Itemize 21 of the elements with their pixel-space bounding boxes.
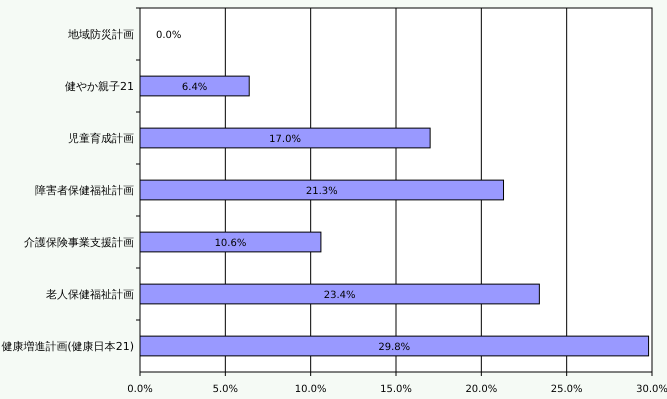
y-tick-label: 地域防災計画 [67, 28, 134, 41]
y-tick-label: 児童育成計画 [68, 132, 134, 145]
x-tick-label: 10.0% [294, 384, 327, 395]
data-label: 17.0% [269, 134, 301, 145]
data-label: 29.8% [378, 342, 410, 353]
y-tick-label: 健やか親子21 [65, 80, 134, 93]
x-tick-label: 5.0% [212, 384, 238, 395]
y-tick-label: 障害者保健福祉計画 [35, 184, 134, 197]
data-label: 23.4% [324, 290, 356, 301]
y-tick-label: 健康増進計画(健康日本21) [1, 340, 134, 353]
data-label: 10.6% [214, 238, 246, 249]
data-label: 6.4% [182, 82, 208, 93]
x-tick-label: 30.0% [636, 384, 667, 395]
y-tick-label: 老人保健福祉計画 [46, 288, 134, 301]
x-tick-label: 25.0% [550, 384, 583, 395]
y-tick-label: 介護保険事業支援計画 [24, 236, 134, 249]
data-label: 0.0% [156, 30, 182, 41]
x-tick-label: 20.0% [465, 384, 498, 395]
x-tick-label: 15.0% [380, 384, 412, 395]
x-tick-label: 0.0% [127, 384, 153, 395]
data-label: 21.3% [306, 186, 338, 197]
